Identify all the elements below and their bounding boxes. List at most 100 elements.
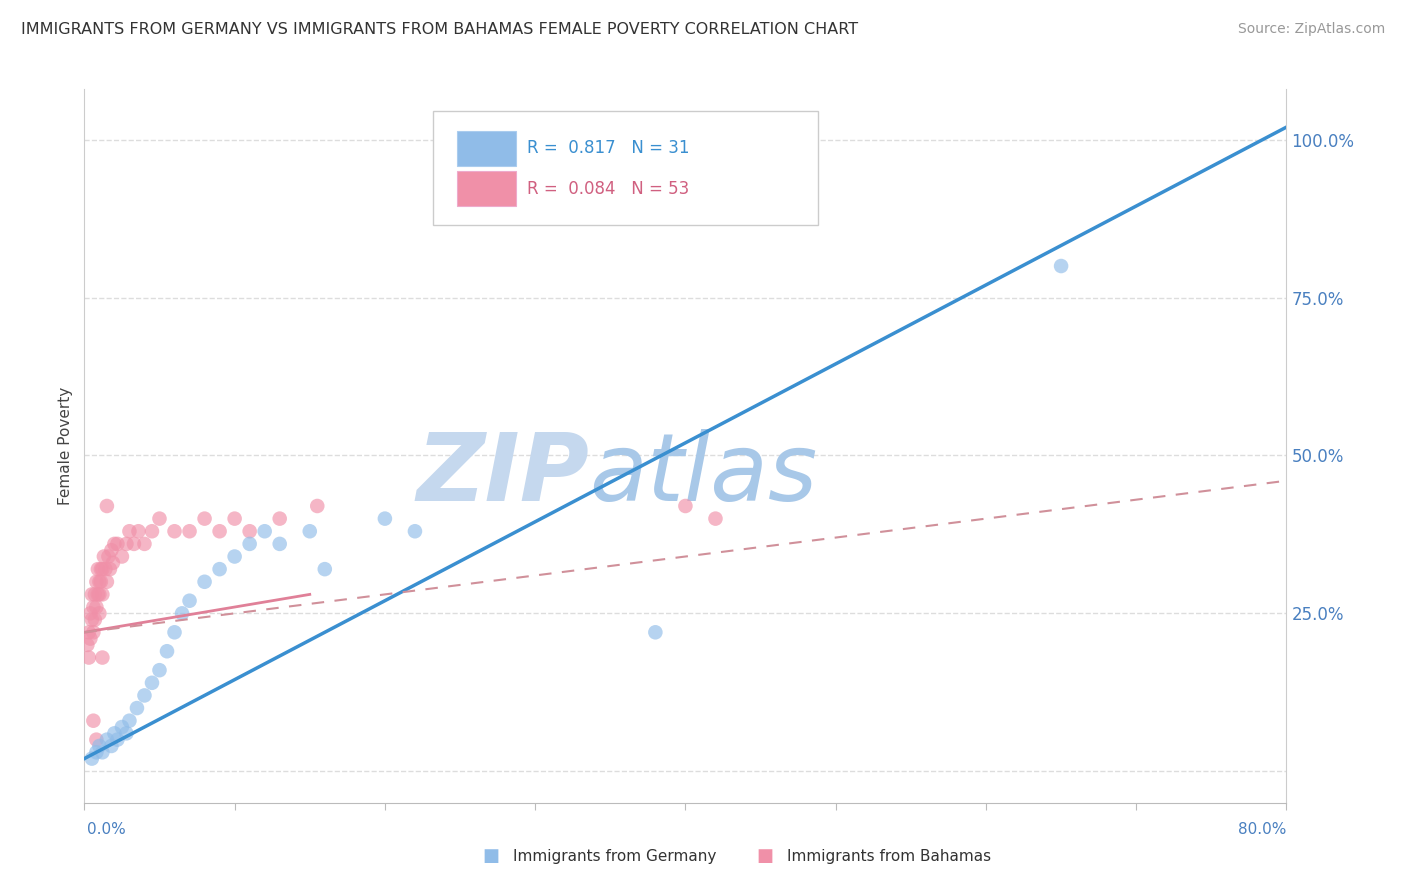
Point <box>208 524 231 539</box>
Point <box>194 511 217 525</box>
Point <box>127 524 149 539</box>
Text: R =  0.084   N = 53: R = 0.084 N = 53 <box>527 180 689 198</box>
Point <box>79 607 101 621</box>
Point <box>141 524 163 539</box>
Point <box>1050 259 1073 273</box>
Y-axis label: Female Poverty: Female Poverty <box>58 387 73 505</box>
Point <box>89 587 111 601</box>
Point <box>194 574 217 589</box>
Point <box>269 537 291 551</box>
Point <box>90 562 112 576</box>
Point <box>298 524 321 539</box>
FancyBboxPatch shape <box>457 130 516 166</box>
Point <box>91 745 114 759</box>
Point <box>224 549 246 564</box>
Point <box>103 726 125 740</box>
Point <box>100 543 122 558</box>
Text: Immigrants from Germany: Immigrants from Germany <box>513 849 717 863</box>
Point <box>98 562 121 576</box>
Point <box>83 613 105 627</box>
Text: ■: ■ <box>756 847 773 865</box>
Point <box>77 625 100 640</box>
Point <box>224 511 246 525</box>
Point <box>239 537 262 551</box>
Point <box>80 613 103 627</box>
Point <box>76 638 98 652</box>
Text: IMMIGRANTS FROM GERMANY VS IMMIGRANTS FROM BAHAMAS FEMALE POVERTY CORRELATION CH: IMMIGRANTS FROM GERMANY VS IMMIGRANTS FR… <box>21 22 858 37</box>
Point <box>269 511 291 525</box>
Point <box>111 549 134 564</box>
Point <box>134 689 156 703</box>
Point <box>83 587 105 601</box>
Point <box>80 751 103 765</box>
Point <box>79 632 101 646</box>
Point <box>704 511 727 525</box>
Point <box>404 524 426 539</box>
Point <box>82 625 104 640</box>
Point <box>156 644 179 658</box>
Point <box>91 587 114 601</box>
Point <box>179 524 201 539</box>
Text: atlas: atlas <box>589 429 817 520</box>
Point <box>644 625 666 640</box>
Point <box>96 732 118 747</box>
Point <box>314 562 336 576</box>
Text: 80.0%: 80.0% <box>1239 822 1286 837</box>
Point <box>89 739 111 753</box>
Point <box>97 549 120 564</box>
Text: Source: ZipAtlas.com: Source: ZipAtlas.com <box>1237 22 1385 37</box>
Text: ■: ■ <box>482 847 499 865</box>
Point <box>118 714 141 728</box>
Point <box>163 625 186 640</box>
Point <box>125 701 148 715</box>
Point <box>90 574 112 589</box>
Point <box>87 587 110 601</box>
Point <box>115 537 138 551</box>
Point <box>96 574 118 589</box>
Point <box>100 739 122 753</box>
Point <box>208 562 231 576</box>
Point <box>179 593 201 607</box>
Point <box>87 562 110 576</box>
Point <box>307 499 329 513</box>
Text: R =  0.817   N = 31: R = 0.817 N = 31 <box>527 139 689 157</box>
Point <box>103 537 125 551</box>
Point <box>86 600 108 615</box>
Point <box>107 732 129 747</box>
Point <box>94 562 117 576</box>
FancyBboxPatch shape <box>457 171 516 206</box>
Point <box>111 720 134 734</box>
Text: ZIP: ZIP <box>416 428 589 521</box>
Point <box>675 499 697 513</box>
Point <box>82 714 104 728</box>
Point <box>80 587 103 601</box>
Point <box>239 524 262 539</box>
FancyBboxPatch shape <box>433 111 818 225</box>
Point <box>91 650 114 665</box>
Text: Immigrants from Bahamas: Immigrants from Bahamas <box>787 849 991 863</box>
Point <box>107 537 129 551</box>
Point <box>148 663 170 677</box>
Point <box>86 745 108 759</box>
Point <box>89 607 111 621</box>
Point <box>89 574 111 589</box>
Point <box>170 607 193 621</box>
Point <box>374 511 396 525</box>
Point <box>86 574 108 589</box>
Point <box>134 537 156 551</box>
Point <box>77 650 100 665</box>
Point <box>253 524 276 539</box>
Point <box>148 511 170 525</box>
Point <box>82 600 104 615</box>
Point <box>93 549 115 564</box>
Point <box>101 556 124 570</box>
Point <box>115 726 138 740</box>
Point <box>86 732 108 747</box>
Text: 0.0%: 0.0% <box>87 822 127 837</box>
Point <box>122 537 145 551</box>
Point <box>141 675 163 690</box>
Point <box>118 524 141 539</box>
Point <box>91 562 114 576</box>
Point <box>163 524 186 539</box>
Point <box>96 499 118 513</box>
